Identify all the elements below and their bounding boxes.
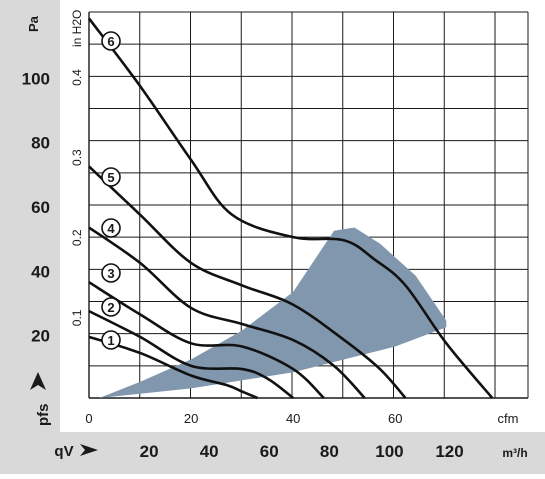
y2-tick-label: 0.1 — [70, 309, 84, 326]
y2-tick-label: 0.4 — [70, 69, 84, 86]
curve-2 — [88, 309, 294, 400]
y2-tick-label: 0.3 — [70, 149, 84, 166]
x2-tick-label: 40 — [200, 442, 219, 461]
y2-axis-unit: in H2O — [70, 10, 84, 47]
operating-area — [99, 227, 447, 398]
bottom-axis-panel — [0, 432, 545, 474]
y2-tick-label: 0.2 — [70, 229, 84, 246]
curve-marker-2 — [101, 297, 121, 317]
curve-marker-3 — [101, 263, 121, 283]
x-tick-label: 20 — [184, 411, 198, 426]
y-tick-label: 40 — [31, 262, 50, 281]
y-tick-label: 100 — [22, 69, 50, 88]
y-axis-unit: Pa — [26, 15, 41, 32]
x-axis-unit: cfm — [498, 411, 519, 426]
curve-marker-1 — [101, 330, 121, 350]
curve-marker-label-6: 6 — [107, 34, 114, 49]
left-axis-panel — [0, 0, 60, 474]
curve-5 — [88, 165, 407, 399]
y-tick-label: 80 — [31, 134, 50, 153]
x-tick-label: 60 — [388, 411, 402, 426]
x-axis-arrow — [80, 444, 98, 456]
curve-marker-5 — [101, 167, 121, 187]
x2-axis-unit: m³/h — [502, 446, 527, 460]
curve-1 — [88, 335, 258, 400]
x2-tick-label: 120 — [435, 442, 463, 461]
x2-tick-label: 20 — [140, 442, 159, 461]
y-tick-label: 60 — [31, 198, 50, 217]
y-tick-label: 20 — [31, 327, 50, 346]
y-axis-arrow — [30, 372, 46, 390]
curve-marker-label-3: 3 — [107, 266, 114, 281]
x2-tick-label: 80 — [320, 442, 339, 461]
x-axis-label: qV — [54, 443, 73, 460]
x2-tick-label: 100 — [375, 442, 403, 461]
curve-3 — [88, 281, 325, 399]
curve-marker-6 — [101, 31, 121, 51]
curve-marker-label-1: 1 — [107, 333, 114, 348]
x-tick-label: 0 — [85, 411, 92, 426]
curve-6 — [87, 17, 494, 399]
curve-marker-4 — [101, 218, 121, 238]
curve-marker-label-5: 5 — [107, 170, 114, 185]
x-tick-label: 40 — [286, 411, 300, 426]
y-axis-label: pfs — [35, 404, 52, 427]
curve-marker-label-4: 4 — [107, 221, 115, 236]
curve-4 — [88, 226, 366, 399]
curve-marker-label-2: 2 — [107, 300, 114, 315]
x2-tick-label: 60 — [260, 442, 279, 461]
